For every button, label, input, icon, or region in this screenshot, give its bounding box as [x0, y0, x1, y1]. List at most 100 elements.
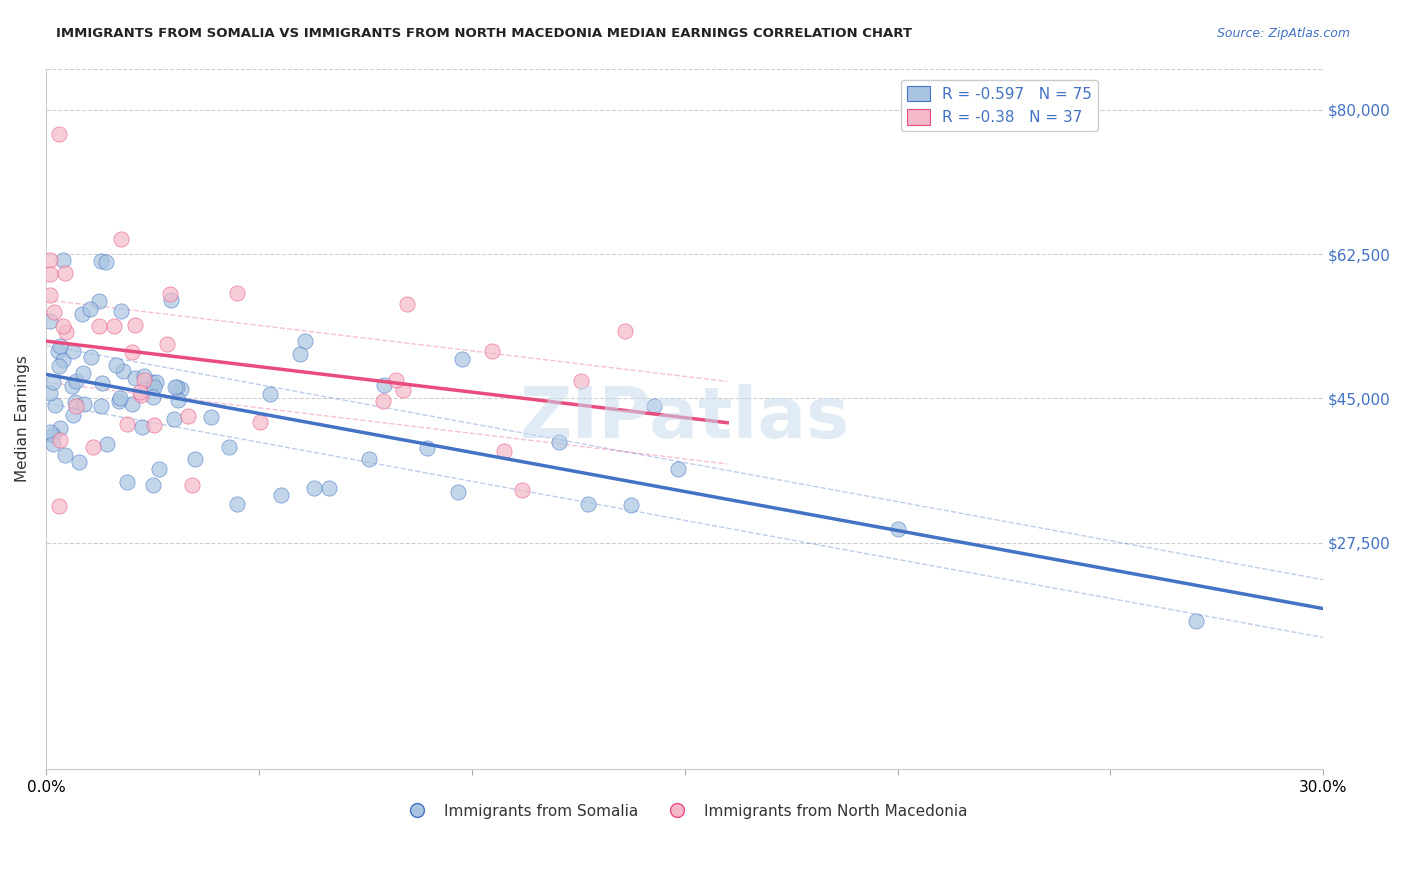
Point: [39, 385, 62, 400]
Point: [110, 232, 132, 246]
Point: [62, 409, 84, 423]
Point: [55, 448, 77, 462]
Point: [48, 500, 70, 514]
Y-axis label: Median Earnings: Median Earnings: [15, 356, 30, 483]
Point: [184, 452, 207, 467]
Point: [70, 307, 93, 321]
Point: [450, 351, 472, 366]
Text: Source: ZipAtlas.com: Source: ZipAtlas.com: [1216, 27, 1350, 40]
Point: [177, 409, 200, 424]
Point: [46, 343, 69, 358]
Point: [103, 319, 125, 334]
Point: [65, 394, 87, 409]
Point: [318, 482, 340, 496]
Point: [96, 437, 118, 451]
Point: [620, 498, 643, 512]
Point: [110, 304, 132, 318]
Point: [392, 383, 415, 397]
Point: [90, 399, 112, 413]
Point: [226, 285, 249, 300]
Point: [576, 497, 599, 511]
Point: [52, 352, 75, 367]
Point: [111, 363, 134, 377]
Point: [494, 444, 516, 458]
Point: [166, 380, 188, 394]
Point: [643, 400, 665, 414]
Point: [49, 339, 72, 353]
Point: [142, 478, 165, 492]
Point: [39, 425, 62, 439]
Point: [259, 387, 281, 401]
Point: [90, 253, 112, 268]
Point: [121, 397, 143, 411]
Point: [91, 376, 114, 391]
Point: [39, 253, 62, 268]
Point: [124, 371, 146, 385]
Point: [42, 428, 65, 442]
Point: [42, 305, 65, 319]
Point: [65, 374, 87, 388]
Point: [87, 319, 110, 334]
Point: [142, 390, 165, 404]
Point: [121, 345, 143, 359]
Point: [53, 266, 76, 280]
Point: [49, 421, 72, 435]
Point: [481, 344, 503, 359]
Point: [294, 334, 316, 348]
Point: [395, 297, 418, 311]
Point: [218, 440, 240, 454]
Point: [73, 397, 96, 411]
Point: [373, 378, 395, 392]
Point: [200, 410, 222, 425]
Point: [371, 393, 394, 408]
Point: [115, 417, 138, 431]
Point: [141, 375, 163, 389]
Point: [55, 325, 77, 339]
Point: [82, 441, 104, 455]
Point: [165, 380, 187, 394]
Point: [132, 368, 155, 383]
Point: [129, 384, 152, 399]
Point: [148, 462, 170, 476]
Point: [62, 379, 84, 393]
Point: [72, 366, 94, 380]
Point: [143, 418, 166, 433]
Point: [180, 478, 202, 492]
Point: [48, 359, 70, 373]
Point: [416, 441, 439, 455]
Point: [108, 391, 131, 405]
Point: [79, 301, 101, 316]
Point: [548, 435, 571, 450]
Point: [1184, 614, 1206, 628]
Point: [160, 293, 183, 307]
Point: [87, 293, 110, 308]
Point: [48, 433, 70, 447]
Text: ZIPatlas: ZIPatlas: [520, 384, 849, 453]
Point: [44, 398, 66, 412]
Point: [105, 358, 128, 372]
Point: [79, 351, 101, 365]
Point: [163, 411, 186, 425]
Point: [447, 484, 470, 499]
Point: [115, 475, 138, 490]
Point: [666, 462, 689, 476]
Point: [94, 254, 117, 268]
Point: [302, 481, 325, 495]
Point: [290, 347, 312, 361]
Point: [42, 375, 65, 389]
Point: [156, 337, 179, 351]
Point: [145, 375, 167, 389]
Point: [142, 380, 165, 394]
Point: [48, 128, 70, 142]
Point: [39, 313, 62, 327]
Point: [107, 394, 129, 409]
Point: [886, 522, 908, 536]
Point: [62, 344, 84, 359]
Point: [249, 415, 271, 429]
Legend: Immigrants from Somalia, Immigrants from North Macedonia: Immigrants from Somalia, Immigrants from…: [395, 797, 974, 825]
Point: [67, 455, 90, 469]
Point: [270, 488, 292, 502]
Point: [39, 267, 62, 281]
Point: [131, 419, 153, 434]
Point: [357, 452, 380, 467]
